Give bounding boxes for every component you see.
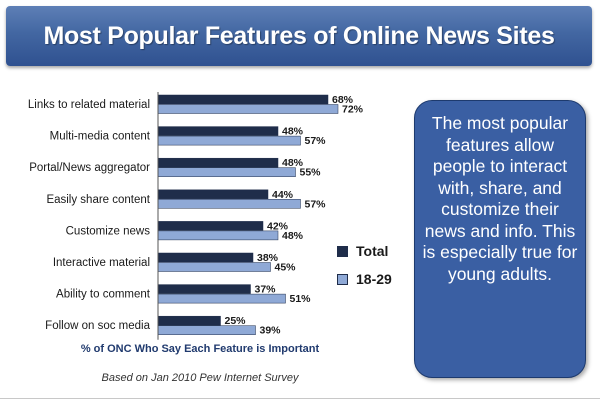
bar-total (157, 94, 329, 105)
value-label: 55% (300, 167, 322, 179)
value-label: 37% (255, 284, 277, 296)
value-label: 25% (225, 315, 247, 327)
category-label: Interactive material (53, 257, 150, 269)
legend: Total 18-29 (337, 240, 392, 296)
value-label: 72% (342, 104, 364, 116)
category-label: Ability to comment (56, 289, 151, 301)
bar-18-29 (157, 262, 271, 272)
value-label: 48% (282, 126, 304, 138)
legend-item-18-29: 18-29 (337, 268, 392, 290)
value-label: 48% (282, 157, 304, 169)
bar-chart: Links to related material 68%72% Multi-med… (28, 92, 364, 340)
bar-total (157, 252, 254, 263)
bar-total (157, 315, 221, 326)
category-label: Follow on soc media (45, 320, 150, 332)
source-note: Based on Jan 2010 Pew Internet Survey (101, 372, 299, 384)
value-label: 44% (272, 189, 294, 201)
value-label: 38% (257, 252, 279, 264)
legend-swatch-total (337, 245, 348, 257)
value-label: 42% (267, 220, 289, 232)
category-label: Customize news (66, 225, 151, 237)
legend-label-18-29: 18-29 (356, 271, 392, 287)
title-bar: Most Popular Features of Online News Sit… (6, 6, 592, 66)
legend-swatch-18-29 (337, 273, 348, 285)
bar-18-29 (157, 167, 296, 177)
bar-18-29 (157, 135, 301, 146)
value-label: 51% (290, 293, 312, 305)
chart-title: Most Popular Features of Online News Sit… (43, 22, 555, 50)
category-label: Portal/News aggregator (29, 162, 150, 174)
x-axis-caption: % of ONC Who Say Each Feature is Importa… (80, 343, 320, 355)
bar-18-29 (157, 325, 256, 335)
category-label: Links to related material (28, 99, 150, 111)
category-label: Multi-media content (50, 131, 151, 143)
bar-total (157, 126, 279, 136)
value-label: 68% (332, 94, 354, 106)
bar-total (157, 221, 264, 231)
value-label: 39% (260, 325, 282, 337)
bar-18-29 (157, 104, 339, 114)
value-label: 48% (282, 230, 304, 242)
value-label: 57% (305, 135, 327, 147)
callout-box: The most popular features allow people t… (414, 100, 586, 378)
value-label: 45% (275, 262, 297, 274)
bottom-divider (0, 398, 600, 399)
legend-label-total: Total (356, 243, 389, 259)
bar-18-29 (157, 230, 279, 241)
value-label: 57% (305, 198, 327, 210)
callout-text: The most popular features allow people t… (422, 113, 578, 284)
bar-18-29 (157, 293, 286, 304)
bar-total (157, 157, 279, 168)
bar-total (157, 284, 251, 294)
bar-18-29 (157, 199, 301, 209)
bar-total (157, 189, 269, 200)
category-label: Easily share content (46, 194, 150, 206)
legend-item-total: Total (337, 240, 392, 262)
